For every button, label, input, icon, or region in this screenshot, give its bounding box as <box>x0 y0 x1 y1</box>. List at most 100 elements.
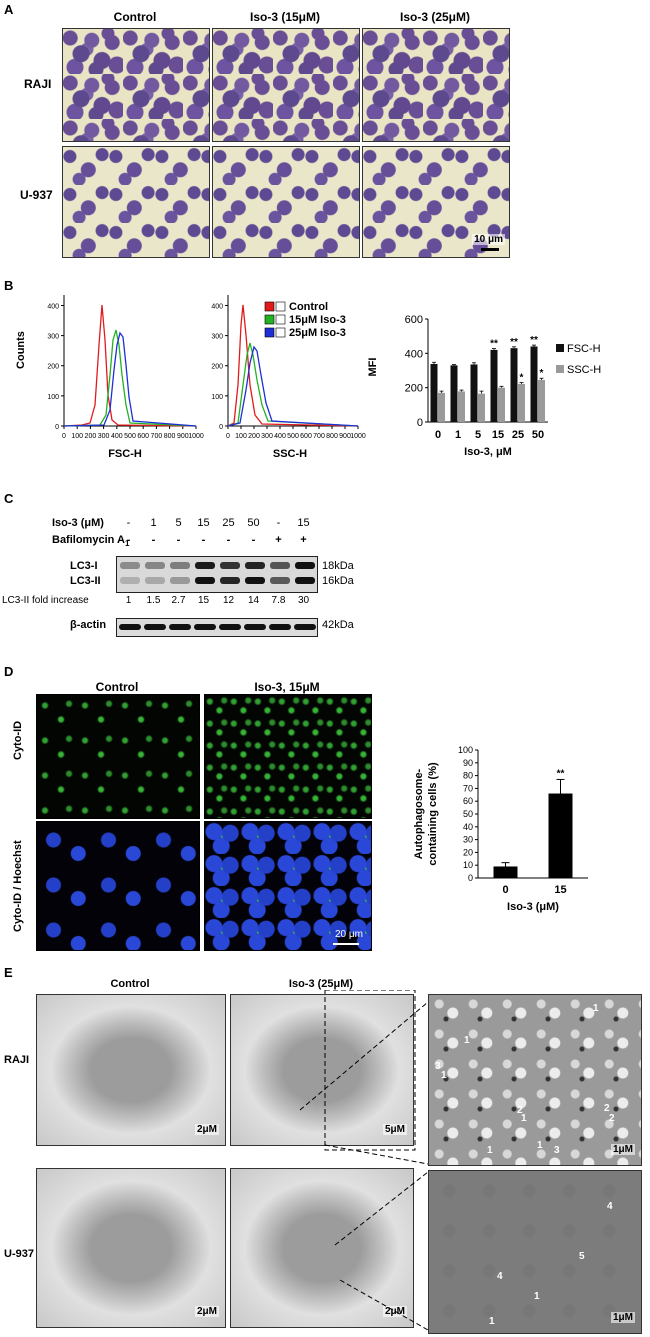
mfi-bar <box>510 348 518 422</box>
auto-y-tick-label: 80 <box>463 771 473 781</box>
mfi-bar <box>490 349 498 422</box>
lc3ii-band <box>119 577 140 584</box>
u937-zoom-scale: 1μM <box>610 1312 635 1323</box>
x-tick-label: 800 <box>164 433 176 440</box>
lc3i-band <box>294 562 315 569</box>
mfi-x-tick-label: 25 <box>512 429 524 441</box>
fsc-x-label: FSC-H <box>108 448 142 460</box>
lc3ii-band <box>144 577 165 584</box>
panel-e-row-u937: U-937 <box>4 1248 34 1260</box>
raji-zoom-box <box>324 990 416 1151</box>
tem-annotation: 1 <box>521 1113 527 1124</box>
baf-lane-value: - <box>176 534 181 546</box>
lc3i-label: LC3-I <box>70 560 98 572</box>
baf-lane-value: - <box>151 534 156 546</box>
y-tick-label: 300 <box>47 334 59 341</box>
y-tick-label: 100 <box>47 394 59 401</box>
u937-control-micrograph <box>62 146 210 258</box>
mfi-y-tick-label: 0 <box>417 417 423 429</box>
panel-d-col-control: Control <box>95 680 139 694</box>
mfi-x-tick-label: 5 <box>475 429 481 441</box>
x-tick-label: 300 <box>98 433 110 440</box>
legend-swatch-iso15 <box>264 314 275 325</box>
panel-e-zoom-lines <box>299 990 429 1330</box>
u937-control-scale: 2μM <box>194 1306 219 1317</box>
actin-blot <box>116 618 318 637</box>
lc3i-band <box>244 562 265 569</box>
fold-lane-value: 1 <box>125 595 132 606</box>
auto-y-tick-label: 10 <box>463 860 473 870</box>
x-tick-label: 100 <box>71 433 83 440</box>
x-tick-label: 500 <box>124 433 136 440</box>
fsc-control-curve <box>63 304 197 427</box>
raji-control-micrograph <box>62 28 210 142</box>
actin-band <box>168 624 191 630</box>
tem-annotation: 4 <box>607 1201 613 1212</box>
auto-bar <box>493 866 518 878</box>
tem-annotation: 4 <box>497 1271 503 1282</box>
x-tick-label: 200 <box>85 433 97 440</box>
x-tick-label: 500 <box>287 433 299 440</box>
fsc-iso25-curve <box>63 331 197 427</box>
cytoid-iso-image <box>204 694 372 819</box>
mfi-x-tick-label: 15 <box>492 429 504 441</box>
x-tick-label: 400 <box>111 433 123 440</box>
u937-control-tem: 2μM <box>36 1168 226 1328</box>
panel-d-scale-bar <box>333 943 359 945</box>
actin-band <box>193 624 216 630</box>
mfi-bar <box>538 379 545 422</box>
panel-d-letter: D <box>4 664 14 679</box>
kda-42-label: 42kDa <box>322 619 354 631</box>
tem-annotation: 3 <box>554 1145 560 1156</box>
fold-lane-value: 15 <box>197 595 210 606</box>
baf-lane-value: + <box>300 534 307 546</box>
y-tick-label: 0 <box>219 424 223 431</box>
mfi-significance: ** <box>510 337 518 348</box>
actin-band <box>243 624 266 630</box>
legend-control: Control <box>289 301 328 313</box>
mfi-x-tick-label: 1 <box>455 429 461 441</box>
legend-swatch-iso25 <box>264 327 275 338</box>
ssc-iso25-curve <box>227 345 359 427</box>
panel-d-row-cytoid: Cyto-ID <box>12 720 24 760</box>
lc3i-band <box>194 562 215 569</box>
mfi-significance: * <box>520 373 524 384</box>
auto-y-tick-label: 90 <box>463 758 473 768</box>
tem-annotation: 5 <box>579 1251 585 1262</box>
x-tick-label: 1000 <box>188 433 204 440</box>
panel-a-row-u937: U-937 <box>20 188 53 202</box>
tem-annotation: 1 <box>534 1291 540 1302</box>
u937-zoom-line-bottom <box>339 1279 429 1330</box>
mfi-bar <box>458 391 465 422</box>
legend-swatch-control <box>264 301 275 312</box>
tem-annotation: 1 <box>464 1035 470 1046</box>
lc3ii-band <box>294 577 315 584</box>
x-tick-label: 0 <box>62 433 66 440</box>
lc3i-band <box>144 562 165 569</box>
panel-b-letter: B <box>4 278 14 293</box>
hoechst-control-image <box>36 821 200 951</box>
ssc-iso15-curve <box>227 342 359 427</box>
auto-y-tick-label: 0 <box>468 873 473 883</box>
mfi-x-tick-label: 0 <box>435 429 441 441</box>
panel-c-iso-values: -1 5 15 25 50-15 <box>116 517 316 531</box>
hoechst-iso-image: 20 μm <box>204 821 372 951</box>
legend-iso15: 15μM Iso-3 <box>289 314 346 326</box>
baf-lane-value: - <box>201 534 206 546</box>
iso-lane-value: - <box>126 517 131 529</box>
actin-label: β-actin <box>70 619 107 631</box>
panel-c-baf-values: - - - - - - + + <box>116 534 316 548</box>
fold-values: 1 1.5 2.7 15 12 14 7.8 30 <box>116 595 316 609</box>
raji-iso15-micrograph <box>212 28 360 142</box>
panel-b-figure: 0 100 200 300 400 500 600 700 800 900 1000 0100200… <box>15 295 601 460</box>
baf-lane-value: - <box>251 534 256 546</box>
mfi-legend-swatch-fsc <box>556 344 564 352</box>
baf-lane-value: - <box>226 534 231 546</box>
baf-lane-value: - <box>126 534 131 546</box>
actin-band <box>218 624 241 630</box>
lc3i-band <box>169 562 190 569</box>
actin-band <box>268 624 291 630</box>
x-tick-label: 400 <box>274 433 286 440</box>
